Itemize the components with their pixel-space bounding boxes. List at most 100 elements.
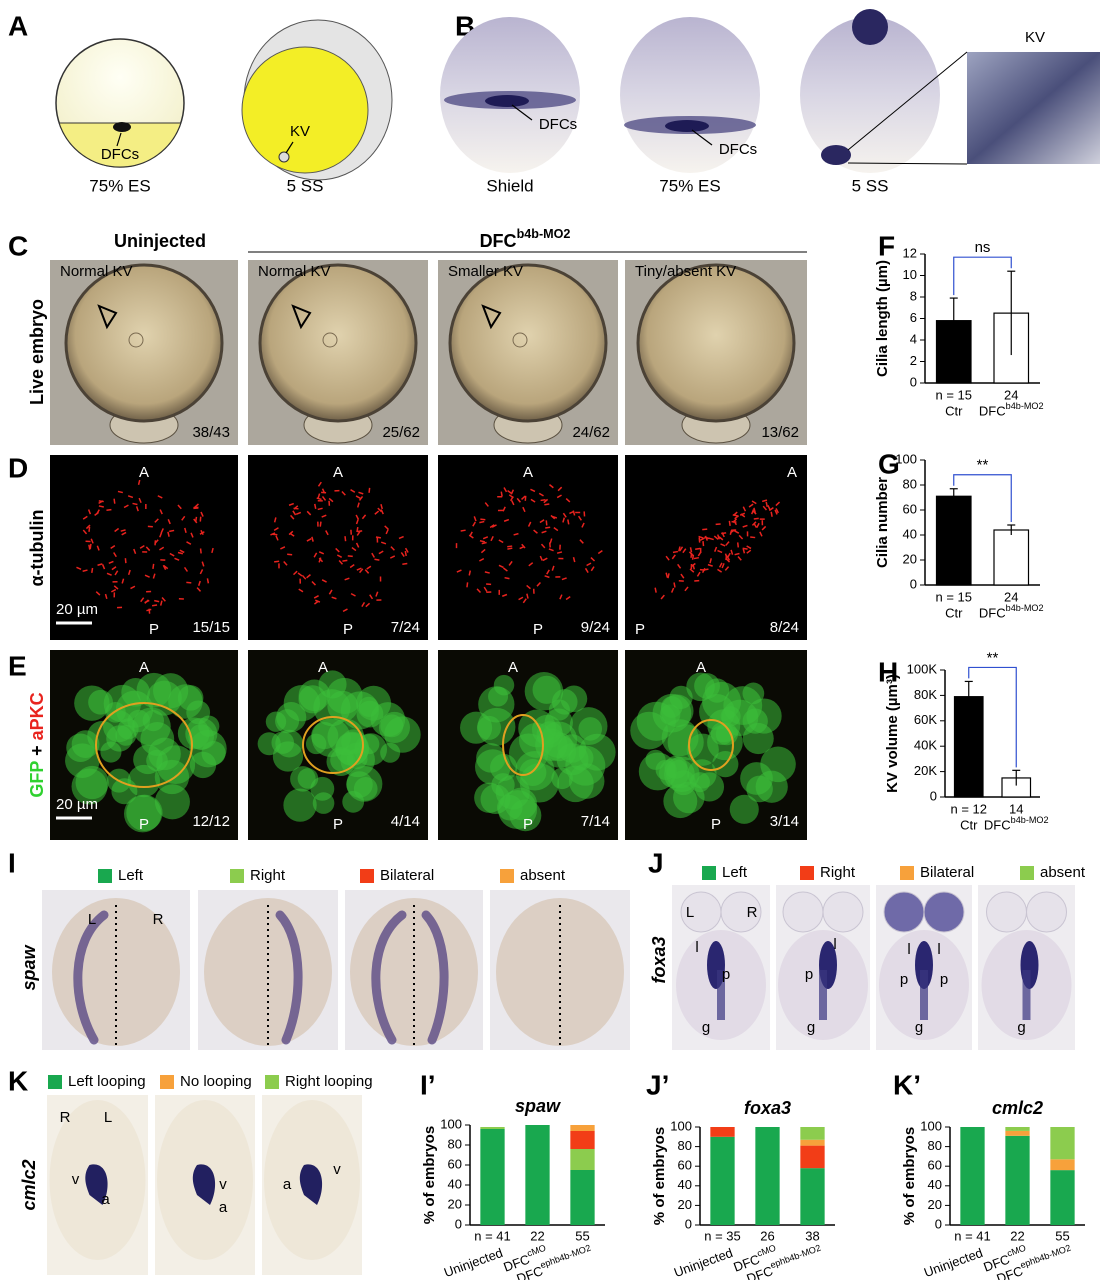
- chart-title: cmlc2: [992, 1098, 1043, 1118]
- cilium: [696, 571, 701, 577]
- y-tick-label: 100: [440, 1116, 462, 1131]
- stain: [821, 145, 851, 165]
- y-axis-label: % of embryos: [901, 1127, 918, 1225]
- cilium: [344, 536, 347, 542]
- cilium: [206, 578, 210, 584]
- legend-label: absent: [1040, 864, 1086, 881]
- n-label: 38: [805, 1228, 819, 1243]
- cilium: [152, 563, 155, 569]
- cilium: [528, 562, 534, 567]
- cilium: [365, 602, 371, 608]
- cilium: [127, 569, 131, 576]
- y-tick-label: 40: [928, 1177, 942, 1192]
- cell: [723, 686, 763, 725]
- cilium: [551, 515, 558, 519]
- cilium: [377, 507, 382, 513]
- side-label: L: [104, 1109, 112, 1126]
- embryo: [258, 263, 418, 423]
- eye: [782, 891, 824, 933]
- image-title: Normal KV: [60, 263, 133, 280]
- cilium: [460, 529, 466, 532]
- cilium: [508, 560, 513, 566]
- cilium: [665, 555, 670, 561]
- cilium: [703, 568, 709, 571]
- cilium: [472, 521, 476, 527]
- cilium: [522, 598, 527, 604]
- n-label: n = 41: [474, 1228, 511, 1243]
- cilium: [584, 567, 589, 573]
- cilium: [750, 536, 756, 539]
- cilium: [361, 601, 366, 608]
- y-tick-label: 100: [895, 451, 917, 466]
- cilium: [318, 551, 325, 555]
- cilium: [160, 528, 164, 534]
- cilium: [556, 551, 563, 554]
- cilium: [398, 535, 404, 540]
- cell: [312, 792, 335, 814]
- cilium: [775, 508, 779, 514]
- cilium: [579, 539, 584, 544]
- cilium: [154, 599, 160, 603]
- cell: [87, 721, 118, 751]
- superscript: cMO: [526, 1243, 547, 1259]
- cilium: [167, 519, 171, 525]
- cilium: [507, 490, 513, 495]
- cilium: [507, 547, 513, 550]
- row-label: GFP + aPKC: [27, 692, 47, 797]
- cilium: [368, 487, 371, 493]
- y-tick-label: 0: [910, 576, 917, 591]
- legend-label: Right: [250, 867, 286, 884]
- cilium: [501, 593, 508, 597]
- cilium: [159, 532, 163, 538]
- cilium: [577, 515, 582, 521]
- count: 4/14: [391, 813, 420, 830]
- cilium: [127, 495, 134, 499]
- cell: [498, 790, 538, 830]
- cilium: [186, 541, 192, 545]
- cilium: [335, 547, 340, 553]
- y-tick-label: 0: [935, 1216, 942, 1231]
- annotation: v: [219, 1176, 227, 1193]
- panel-letter: I’: [420, 1069, 436, 1100]
- cilium: [152, 573, 156, 579]
- cilium: [521, 495, 526, 501]
- panel-letter: J: [648, 847, 664, 878]
- cilium: [113, 498, 116, 504]
- count: 38/43: [192, 424, 230, 441]
- cilium: [756, 522, 760, 529]
- cilium: [682, 548, 687, 554]
- row-label-part: +: [27, 740, 47, 756]
- y-tick-label: 0: [930, 788, 937, 803]
- bar-segment: [570, 1125, 595, 1131]
- cilium: [113, 585, 119, 590]
- cilium: [736, 542, 740, 548]
- cilium: [82, 515, 88, 520]
- cell: [532, 675, 561, 704]
- annotation: a: [219, 1199, 228, 1216]
- bar-segment: [800, 1127, 825, 1140]
- cilium: [404, 547, 409, 553]
- cilium: [104, 593, 108, 600]
- annotation: v: [72, 1171, 80, 1188]
- cilium: [543, 498, 549, 504]
- annotation: KV: [1025, 29, 1045, 46]
- cilium: [273, 517, 277, 523]
- cell: [188, 724, 215, 750]
- cilium: [378, 550, 384, 555]
- y-tick-label: 40: [903, 526, 917, 541]
- cilium: [181, 515, 186, 521]
- orientation-label: P: [139, 816, 149, 833]
- cilium: [355, 495, 361, 500]
- orientation-label: P: [533, 621, 543, 638]
- cilium: [161, 596, 166, 602]
- x-tick-label: Uninjected: [922, 1245, 985, 1280]
- annotation: DFCs: [719, 141, 757, 158]
- bar-segment: [755, 1127, 780, 1225]
- orientation-label: P: [343, 621, 353, 638]
- cilium: [473, 516, 477, 522]
- cilium: [317, 507, 323, 511]
- cilium: [761, 525, 767, 531]
- cilium: [374, 558, 380, 561]
- legend-label: No looping: [180, 1073, 252, 1090]
- cilium: [319, 521, 322, 527]
